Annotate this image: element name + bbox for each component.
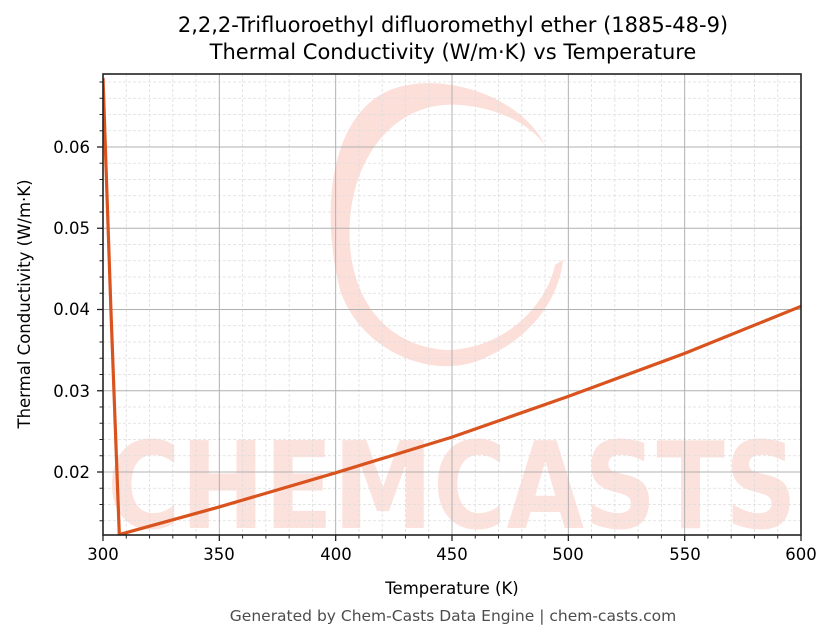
x-tick-labels: 300 350 400 450 500 550 600 (87, 545, 817, 564)
watermark-swoosh-icon (330, 83, 563, 367)
y-tick-label: 0.06 (53, 138, 90, 157)
y-axis-label: Thermal Conductivity (W/m·K) (15, 179, 34, 429)
y-tick-label: 0.05 (53, 219, 90, 238)
chart-title-line-2: Thermal Conductivity (W/m·K) vs Temperat… (209, 40, 697, 64)
x-tick-label: 400 (320, 545, 352, 564)
y-tick-labels: 0.02 0.03 0.04 0.05 0.06 (53, 138, 90, 482)
x-tick-label: 600 (785, 545, 817, 564)
x-tick-label: 550 (669, 545, 701, 564)
y-tick-label: 0.03 (53, 382, 90, 401)
x-tick-label: 300 (87, 545, 119, 564)
x-tick-label: 450 (436, 545, 468, 564)
x-tick-label: 350 (203, 545, 235, 564)
axis-ticks (97, 81, 802, 541)
x-tick-label: 500 (552, 545, 584, 564)
y-tick-label: 0.04 (53, 300, 90, 319)
major-gridlines (103, 74, 801, 535)
footer-credit: Generated by Chem-Casts Data Engine | ch… (229, 607, 677, 625)
chart-title-line-1: 2,2,2-Trifluoroethyl difluoromethyl ethe… (177, 13, 729, 37)
thermal-conductivity-line (103, 77, 801, 535)
x-axis-label: Temperature (K) (384, 579, 518, 598)
y-tick-label: 0.02 (53, 463, 90, 482)
